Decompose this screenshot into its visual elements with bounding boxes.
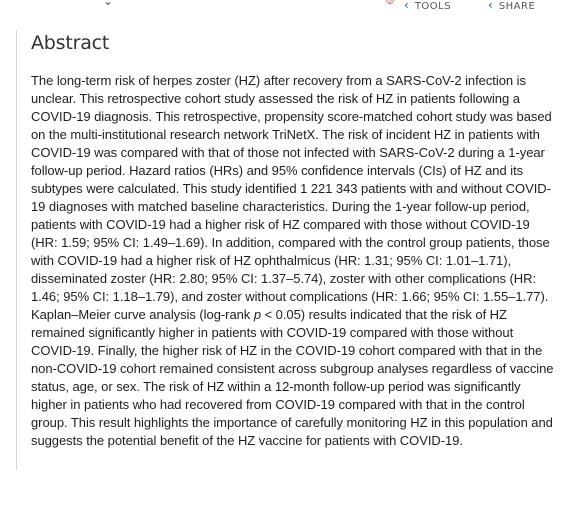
share-chevron-icon: ‹: [488, 0, 493, 12]
abstract-text-part-2: < 0.05) results indicated that the risk …: [31, 307, 554, 448]
tools-label: TOOLS: [414, 1, 452, 12]
pdf-icon[interactable]: ⎊: [385, 0, 395, 7]
article-toolbar: ⌄ ⎊ ‹ TOOLS ‹ SHARE: [0, 0, 570, 14]
p-value-symbol: p: [253, 307, 262, 322]
share-label: SHARE: [498, 1, 536, 12]
abstract-section: Abstract The long-term risk of herpes zo…: [16, 30, 570, 470]
chevron-down-icon[interactable]: ⌄: [103, 0, 114, 8]
tools-button[interactable]: ‹ TOOLS: [404, 0, 451, 12]
abstract-body: The long-term risk of herpes zoster (HZ)…: [31, 72, 559, 450]
abstract-text-part-1: The long-term risk of herpes zoster (HZ)…: [31, 73, 552, 322]
abstract-heading: Abstract: [31, 32, 110, 54]
tools-chevron-icon: ‹: [404, 0, 409, 12]
share-button[interactable]: ‹ SHARE: [488, 0, 535, 12]
